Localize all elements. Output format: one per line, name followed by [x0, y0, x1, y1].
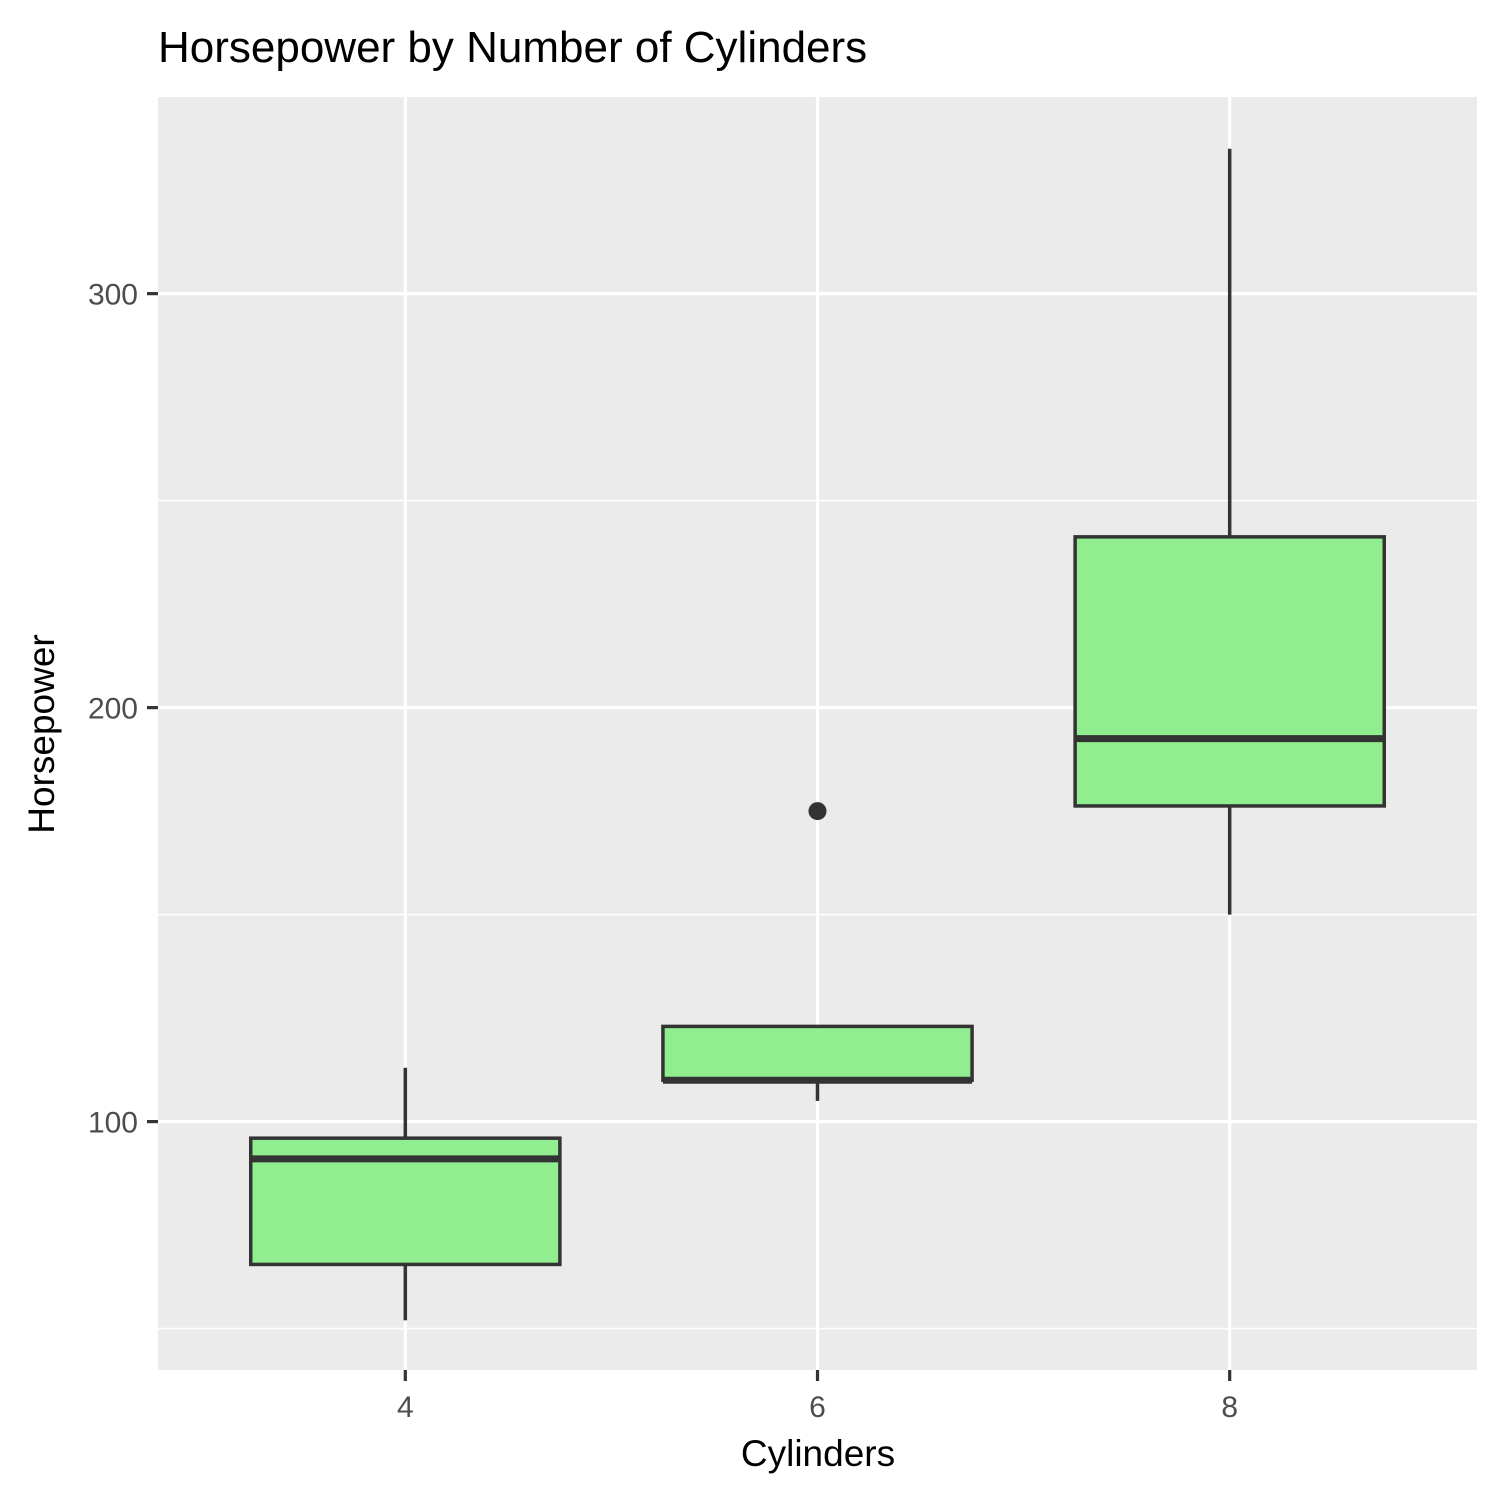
x-tick-label: 8 [1221, 1391, 1238, 1424]
x-axis-title: Cylinders [741, 1433, 895, 1474]
outlier-point [808, 802, 827, 821]
box-series [248, 148, 1387, 1321]
chart-title: Horsepower by Number of Cylinders [158, 23, 867, 72]
x-tick-label: 6 [809, 1391, 826, 1424]
x-tick-label: 4 [397, 1391, 414, 1424]
y-axis: 100 200 300 [88, 279, 158, 1140]
box-8 [1073, 148, 1387, 915]
y-tick-label: 100 [88, 1107, 138, 1140]
box-6 [661, 802, 974, 1101]
y-tick-label: 300 [88, 279, 138, 312]
box-body [661, 1024, 974, 1082]
box-body [1073, 535, 1387, 808]
x-axis: 4 6 8 [397, 1370, 1238, 1424]
y-tick-label: 200 [88, 693, 138, 726]
y-axis-title: Horsepower [21, 634, 62, 833]
box-4 [248, 1067, 562, 1321]
